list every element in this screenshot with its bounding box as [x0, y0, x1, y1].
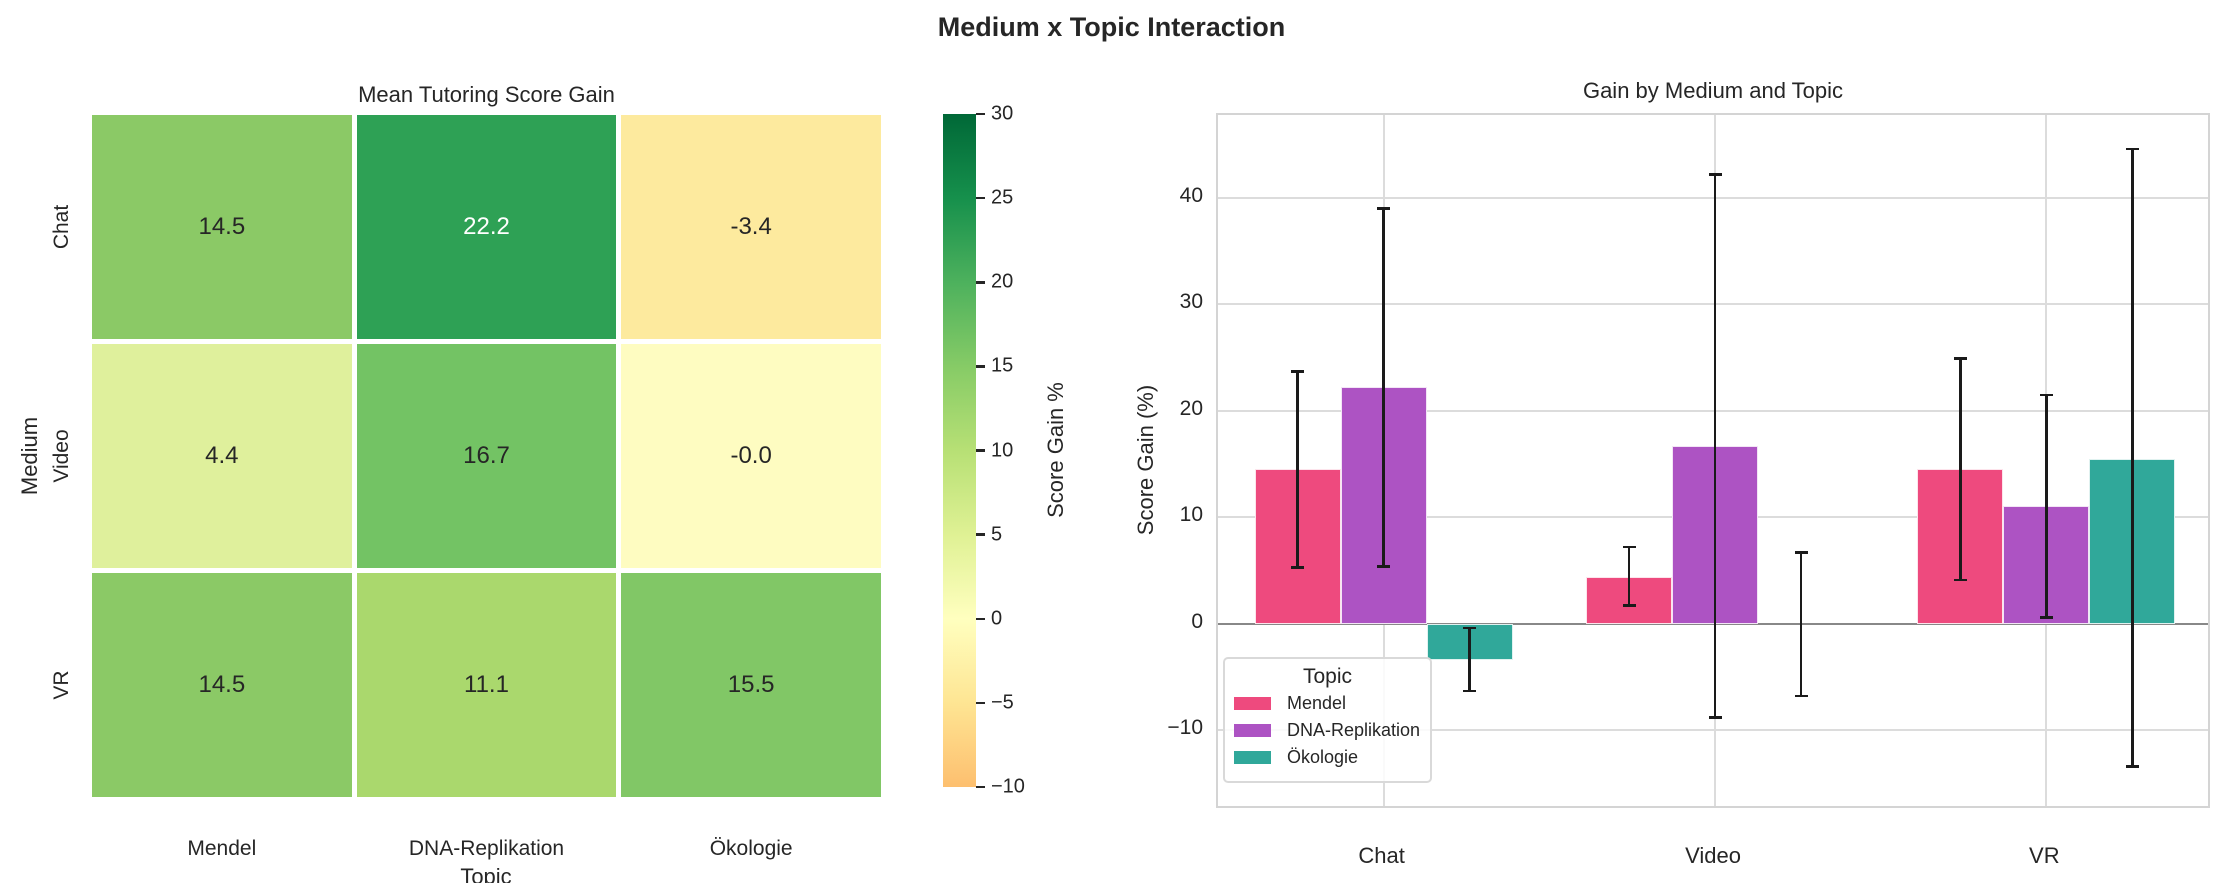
- barchart-y-tick-label: 10: [1179, 503, 1203, 527]
- barchart-y-tick-label: 20: [1179, 396, 1203, 420]
- barchart-y-tick-label: 40: [1179, 184, 1203, 208]
- barchart-x-tick-label: VR: [2029, 843, 2060, 868]
- colorbar-tick-mark: [976, 365, 985, 368]
- colorbar-tick-label: 20: [991, 270, 1014, 293]
- barchart-plot-area: [1216, 113, 2210, 808]
- colorbar-tick-label: 25: [991, 186, 1014, 209]
- errorbar-cap-video-dna-replikation: [1708, 173, 1722, 176]
- colorbar-tick-mark: [976, 785, 985, 789]
- errorbar-cap-vr-dna-replikation: [2039, 393, 2053, 397]
- legend-swatch: [1234, 696, 1271, 710]
- errorbar-cap-chat-mendel: [1291, 566, 1305, 569]
- heatmap-grid: 14.5 22.2 -3.4 4.4 16.7 -0.0 14.5 11.1 15.5: [92, 115, 881, 797]
- barchart-y-tick-label: −10: [1167, 716, 1203, 740]
- colorbar-tick-label: 15: [991, 354, 1014, 377]
- errorbar-cap-vr-kologie: [2125, 765, 2139, 768]
- heatmap-cell-vr-mendel: 14.5: [92, 573, 352, 797]
- colorbar-tick-mark: [976, 281, 985, 284]
- colorbar-tick-label: 0: [991, 607, 1003, 630]
- errorbar-vr-kologie: [2131, 149, 2134, 767]
- colorbar-tick-label: −5: [991, 691, 1014, 714]
- heatmap-cell-video-mendel: 4.4: [92, 344, 352, 568]
- errorbar-chat-mendel: [1296, 371, 1299, 568]
- heatmap-cell-chat-ökologie: -3.4: [621, 115, 881, 339]
- legend-item-label: Ökologie: [1287, 746, 1359, 767]
- legend: Topic Mendel DNA-Replikation Ökologie: [1223, 657, 1432, 783]
- legend-swatch: [1234, 750, 1271, 764]
- legend-title: Topic: [1302, 665, 1353, 688]
- barchart-y-tick-label: 0: [1191, 609, 1203, 633]
- barchart-y-tick-label: 30: [1179, 290, 1203, 314]
- heatmap-x-axis-label: Topic: [460, 864, 512, 883]
- errorbar-cap-video-kologie: [1794, 694, 1808, 698]
- errorbar-cap-vr-mendel: [1953, 578, 1967, 582]
- legend-item-label: Mendel: [1287, 692, 1347, 713]
- heatmap-cell-video-ökologie: -0.0: [621, 344, 881, 568]
- colorbar: [943, 114, 976, 787]
- errorbar-cap-vr-kologie: [2125, 147, 2139, 151]
- heatmap-cell-chat-mendel: 14.5: [92, 115, 352, 339]
- barchart-y-axis-label: Score Gain (%): [1133, 384, 1158, 536]
- errorbar-vr-dna-replikation: [2045, 394, 2048, 618]
- zero-line: [1218, 622, 2208, 625]
- barchart-title: Gain by Medium and Topic: [1582, 78, 1844, 103]
- errorbar-video-dna-replikation: [1713, 174, 1717, 718]
- heatmap-cell-vr-ökologie: 15.5: [621, 573, 881, 797]
- errorbar-video-mendel: [1627, 547, 1631, 606]
- heatmap-row-label: VR: [50, 670, 73, 700]
- heatmap-row-label: Video: [50, 429, 73, 483]
- colorbar-tick-mark: [976, 196, 985, 200]
- colorbar-tick-label: −10: [991, 775, 1025, 798]
- heatmap-col-label: Ökologie: [709, 837, 793, 860]
- errorbar-cap-vr-mendel: [1953, 357, 1967, 360]
- errorbar-chat-dna-replikation: [1382, 208, 1385, 567]
- errorbar-cap-video-dna-replikation: [1708, 716, 1722, 719]
- colorbar-label: Score Gain %: [1043, 382, 1068, 518]
- heatmap-col-label: DNA-Replikation: [408, 837, 565, 860]
- legend-item-label: DNA-Replikation: [1287, 719, 1421, 740]
- colorbar-tick-label: 30: [991, 102, 1014, 125]
- errorbar-cap-video-kologie: [1794, 551, 1808, 554]
- errorbar-cap-chat-mendel: [1291, 370, 1305, 373]
- heatmap-title: Mean Tutoring Score Gain: [358, 82, 615, 107]
- heatmap-cell-video-dna-replikation: 16.7: [356, 344, 617, 568]
- colorbar-tick-mark: [976, 112, 985, 116]
- legend-item--kologie: Ökologie: [1234, 746, 1359, 767]
- legend-swatch: [1234, 723, 1271, 737]
- heatmap-row-label: Chat: [50, 204, 73, 250]
- heatmap-cell-vr-dna-replikation: 11.1: [356, 573, 617, 797]
- colorbar-tick-label: 10: [991, 439, 1014, 461]
- legend-item-mendel: Mendel: [1234, 692, 1347, 713]
- colorbar-tick-mark: [976, 533, 985, 536]
- colorbar-tick-mark: [976, 701, 985, 705]
- errorbar-vr-mendel: [1959, 358, 1962, 581]
- gridline-y: [1218, 197, 2208, 200]
- errorbar-video-kologie: [1799, 552, 1803, 697]
- errorbar-cap-chat-kologie: [1463, 626, 1477, 630]
- errorbar-cap-video-mendel: [1622, 545, 1636, 549]
- errorbar-cap-video-mendel: [1622, 604, 1636, 607]
- figure-title: Medium x Topic Interaction: [937, 12, 1286, 42]
- heatmap-cell-chat-dna-replikation: 22.2: [356, 115, 617, 339]
- errorbar-cap-chat-kologie: [1463, 689, 1477, 693]
- heatmap-y-axis-label: Medium: [17, 416, 42, 496]
- colorbar-tick-label: 5: [991, 523, 1003, 546]
- colorbar-tick-mark: [976, 449, 985, 452]
- barchart-x-tick-label: Chat: [1358, 843, 1405, 868]
- legend-item-dna-replikation: DNA-Replikation: [1234, 719, 1421, 740]
- heatmap-col-label: Mendel: [187, 837, 257, 860]
- colorbar-tick-mark: [976, 617, 985, 620]
- gridline-y: [1218, 409, 2208, 412]
- errorbar-chat-kologie: [1468, 628, 1471, 691]
- errorbar-cap-vr-dna-replikation: [2039, 616, 2053, 619]
- errorbar-cap-chat-dna-replikation: [1377, 565, 1391, 568]
- gridline-y: [1218, 303, 2208, 306]
- errorbar-cap-chat-dna-replikation: [1377, 207, 1391, 210]
- gridline-y: [1218, 729, 2208, 732]
- barchart-x-tick-label: Video: [1685, 843, 1741, 868]
